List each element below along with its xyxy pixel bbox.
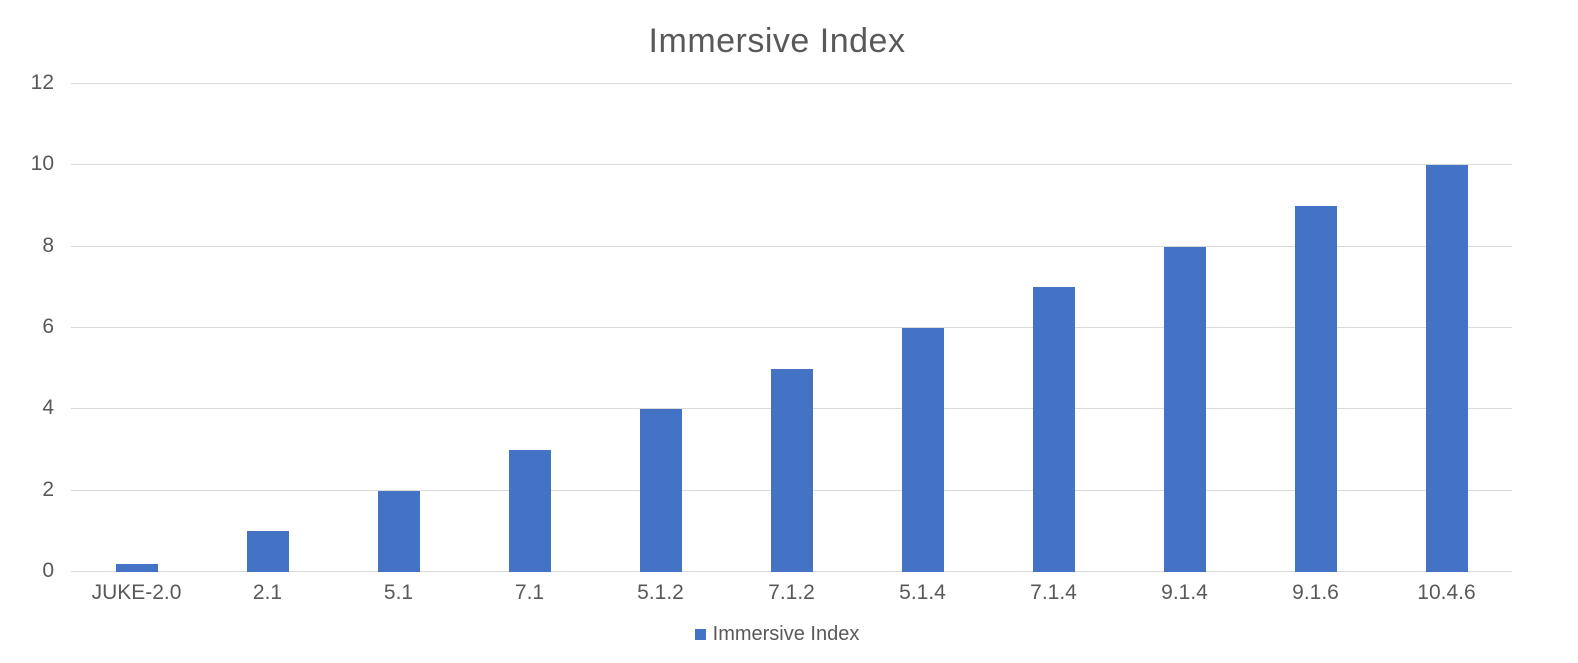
x-tick-label: 5.1.4: [899, 581, 946, 604]
bar-slot: [726, 84, 857, 572]
x-tick-label: 5.1.2: [637, 581, 684, 604]
x-tick-label: 9.1.4: [1161, 581, 1208, 604]
x-tick-label: 7.1: [514, 581, 545, 604]
bar-slot: [595, 84, 726, 572]
bar-slot: [857, 84, 988, 572]
bar-7.1.2: [770, 368, 813, 572]
legend-swatch-icon: [694, 628, 706, 640]
x-tick-label: JUKE-2.0: [91, 581, 182, 604]
gridline-y-10: [71, 164, 1512, 166]
gridline-y-8: [71, 245, 1512, 247]
x-tick-label: 5.1: [383, 581, 414, 604]
bar-slot: [1250, 84, 1381, 572]
x-tick-label: 9.1.6: [1292, 581, 1339, 604]
y-tick-label: 6: [42, 315, 54, 338]
bar-slot: [1381, 84, 1512, 572]
bar-5.1.2: [639, 409, 682, 572]
bar-5.1.4: [901, 328, 944, 572]
gridline-y-6: [71, 327, 1512, 328]
bar-9.1.6: [1294, 206, 1337, 572]
bar-slot: [464, 84, 595, 572]
bar-slot: [1119, 84, 1250, 572]
y-tick-label: 8: [42, 233, 54, 257]
bar-JUKE-2.0: [115, 563, 158, 572]
y-axis: 0 2 4 6 8 10 12: [0, 72, 54, 582]
bar-5.1: [377, 490, 420, 572]
y-tick-label: 0: [42, 559, 54, 582]
gridline-y-12: [71, 83, 1512, 84]
bar-9.1.4: [1163, 246, 1206, 572]
y-tick-label: 10: [30, 152, 54, 176]
bar-7.1: [508, 450, 551, 572]
bar-10.4.6: [1425, 165, 1468, 572]
y-tick-label: 2: [42, 477, 54, 501]
bar-2.1: [246, 531, 289, 572]
x-axis: JUKE-2.0 2.1 5.1 7.1 5.1.2 7.1.2 5.1.4 7.1.4 9.1…: [71, 582, 1512, 604]
y-tick-label: 4: [42, 396, 54, 420]
bar-slot: [988, 84, 1119, 572]
legend-label: Immersive Index: [712, 623, 860, 645]
x-tick-label: 2.1: [252, 581, 283, 604]
x-tick-label: 7.1.4: [1030, 581, 1077, 604]
y-tick-label: 12: [30, 71, 54, 94]
bar-series: [71, 84, 1512, 572]
bar-slot: [333, 84, 464, 572]
chart-title: Immersive Index: [648, 22, 906, 60]
legend: Immersive Index: [0, 623, 1554, 645]
bar-slot: [71, 84, 202, 572]
x-tick-label: 7.1.2: [768, 581, 815, 604]
bar-7.1.4: [1032, 287, 1075, 572]
x-tick-label: 10.4.6: [1417, 581, 1476, 604]
plot-area: [71, 83, 1512, 572]
bar-slot: [202, 84, 333, 572]
